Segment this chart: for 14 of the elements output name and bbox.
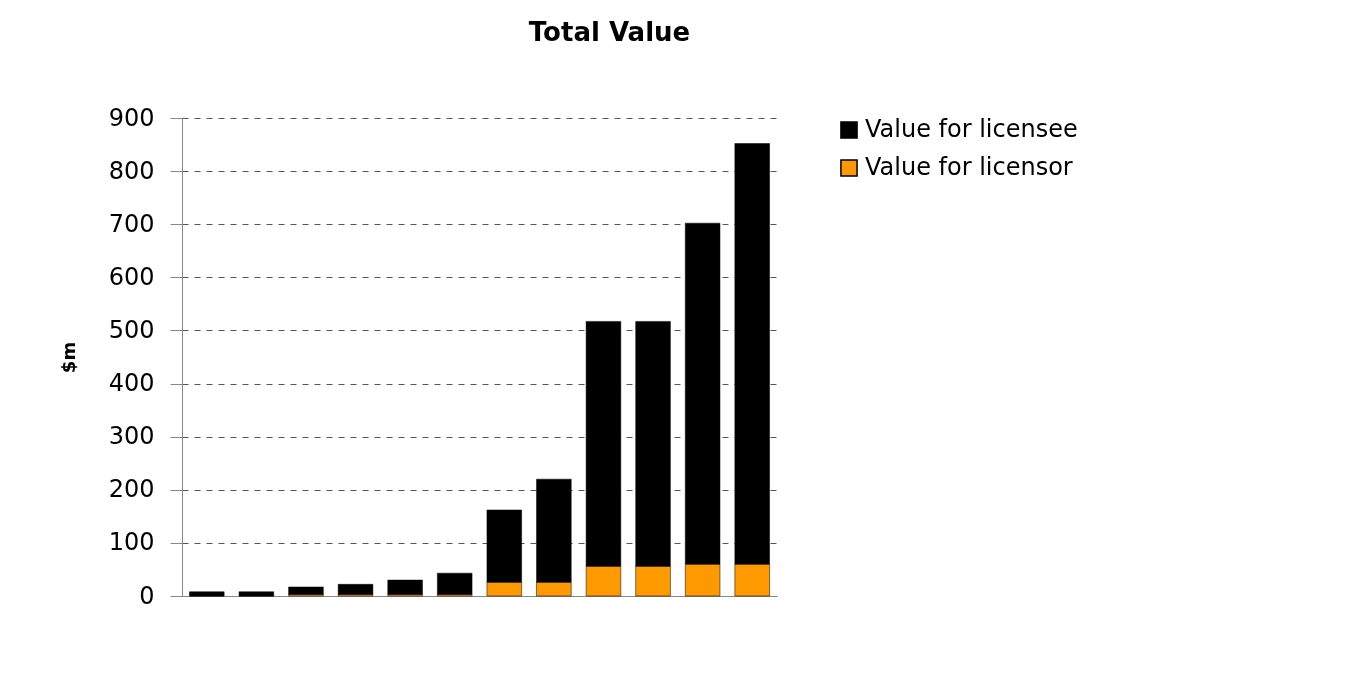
y-axis-title: $m xyxy=(57,341,79,374)
y-tick-label: 800 xyxy=(108,156,155,185)
chart-title: Total Value xyxy=(528,17,691,47)
y-tick-label: 400 xyxy=(108,369,155,398)
y-tick-label: 700 xyxy=(108,209,155,238)
y-tick-label: 300 xyxy=(108,422,155,451)
y-tick-label: 500 xyxy=(108,315,155,344)
y-tick-label: 900 xyxy=(108,103,155,132)
legend-label: Value for licensee xyxy=(865,115,1078,143)
y-tick-label: 0 xyxy=(139,581,155,610)
legend-label: Value for licensor xyxy=(865,153,1073,181)
y-tick-label: 100 xyxy=(108,528,155,557)
y-tick-label: 600 xyxy=(108,262,155,291)
y-tick-label: 200 xyxy=(108,475,155,504)
